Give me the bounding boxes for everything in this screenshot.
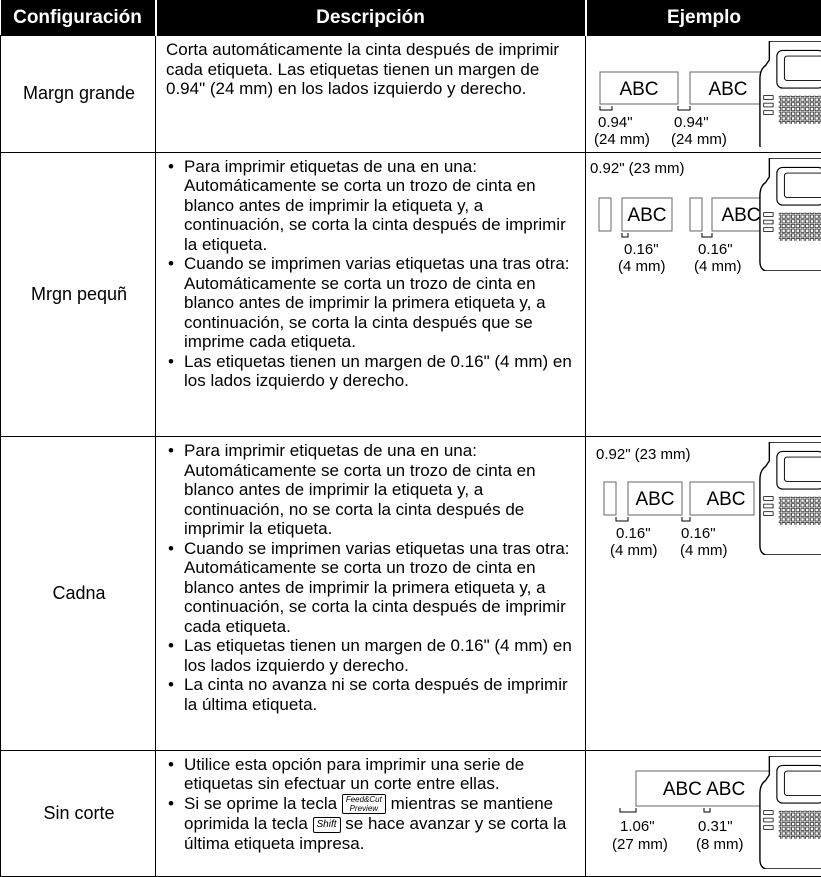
description-text: Corta automáticamente la cinta después d… — [166, 40, 577, 99]
description: Utilice esta opción para imprimir una se… — [156, 750, 586, 877]
bullet: Para imprimir etiquetas de una en una: A… — [184, 157, 577, 255]
bullet: Utilice esta opción para imprimir una se… — [184, 755, 577, 794]
label: (4 mm) — [618, 258, 666, 275]
illustration: ABC ABC 0.94" 0.94" (24 mm) (24 mm) — [586, 36, 821, 147]
illustration: 0.92" (23 mm) ABC ABC 0.16" 0.16" (4 mm)… — [586, 153, 821, 432]
label: 0.92" (23 mm) — [590, 160, 685, 177]
key-label: Shift — [317, 819, 337, 830]
description: Para imprimir etiquetas de una en una: A… — [156, 152, 586, 437]
label: 0.94" — [674, 114, 709, 131]
example: 0.92" (23 mm) ABC ABC 0.16" 0.16" (4 mm)… — [586, 437, 821, 751]
label: (4 mm) — [610, 542, 658, 559]
label: ABC — [706, 489, 745, 510]
example: ABC ABC 1.06" 0.31" (27 mm) (8 mm) — [586, 750, 821, 877]
label: 0.16" — [681, 525, 716, 542]
bullet: Las etiquetas tienen un margen de 0.16" … — [184, 352, 577, 391]
label: (24 mm) — [671, 131, 727, 147]
label: (4 mm) — [694, 258, 742, 275]
label: 0.16" — [624, 241, 659, 258]
label: ABC — [721, 205, 760, 226]
label: ABC — [619, 79, 658, 100]
description: Corta automáticamente la cinta después d… — [156, 36, 586, 153]
setting: Margn grande — [1, 36, 156, 153]
illustration: ABC ABC 1.06" 0.31" (27 mm) (8 mm) — [586, 751, 821, 872]
header-cell: Configuración — [1, 0, 156, 36]
header-cell: Ejemplo — [586, 0, 821, 36]
header-cell: Descripción — [156, 0, 586, 36]
label: ABC — [627, 205, 666, 226]
label: 1.06" — [620, 818, 655, 835]
label: 0.94" — [598, 114, 633, 131]
bullet: Para imprimir etiquetas de una en una: A… — [184, 441, 577, 539]
bullet: La cinta no avanza ni se corta después d… — [184, 675, 577, 714]
label: ABC — [708, 79, 747, 100]
label: ABC ABC — [663, 779, 745, 800]
label: (4 mm) — [680, 542, 728, 559]
label: (24 mm) — [594, 131, 650, 147]
label: (27 mm) — [612, 836, 668, 853]
label: (8 mm) — [696, 836, 744, 853]
bullet: Cuando se imprimen varias etiquetas una … — [184, 539, 577, 637]
bullet: Las etiquetas tienen un margen de 0.16" … — [184, 636, 577, 675]
key: Shift — [313, 817, 341, 833]
page: Configuración Descripción Ejemplo Margn … — [0, 0, 821, 854]
example: 0.92" (23 mm) ABC ABC 0.16" 0.16" (4 mm)… — [586, 152, 821, 437]
key-label: Feed&Cut — [346, 795, 382, 804]
description: Para imprimir etiquetas de una en una: A… — [156, 437, 586, 751]
dim — [600, 106, 690, 110]
bullet: Cuando se imprimen varias etiquetas una … — [184, 254, 577, 352]
setting: Cadna — [1, 437, 156, 751]
key-label: Preview — [350, 804, 378, 813]
example: ABC ABC 0.94" 0.94" (24 mm) (24 mm) — [586, 36, 821, 153]
setting: Sin corte — [1, 750, 156, 877]
illustration: 0.92" (23 mm) ABC ABC 0.16" 0.16" (4 mm)… — [586, 437, 821, 745]
label: 0.16" — [616, 525, 651, 542]
label: 0.16" — [698, 241, 733, 258]
text: Si se oprime la tecla — [184, 794, 337, 813]
setting: Mrgn pequñ — [1, 152, 156, 437]
label: 0.92" (23 mm) — [596, 446, 691, 463]
label: 0.31" — [698, 818, 733, 835]
label: ABC — [635, 489, 674, 510]
